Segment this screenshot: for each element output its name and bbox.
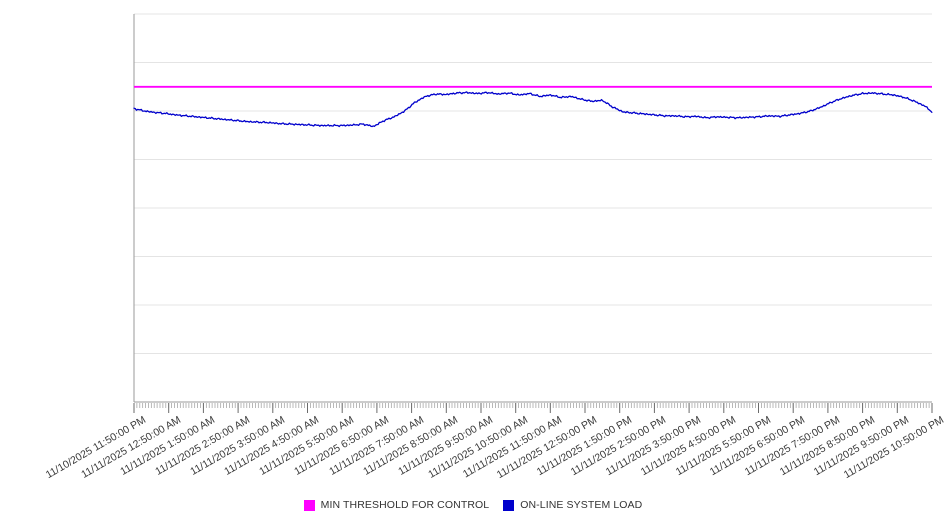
legend-label-min-threshold: MIN THRESHOLD FOR CONTROL [320, 499, 490, 511]
legend-item-system-load[interactable]: ON-LINE SYSTEM LOAD [503, 499, 642, 511]
x-axis-major-ticks [133, 403, 933, 413]
legend-swatch-magenta [303, 499, 315, 511]
legend-swatch-blue [503, 499, 515, 511]
chart-legend: MIN THRESHOLD FOR CONTROL ON-LINE SYSTEM… [0, 494, 946, 516]
x-axis-minor-ticks [133, 403, 930, 408]
legend-label-system-load: ON-LINE SYSTEM LOAD [520, 499, 643, 511]
legend-item-min-threshold[interactable]: MIN THRESHOLD FOR CONTROL [303, 499, 490, 511]
on-line-system-load-line [133, 91, 933, 128]
gridlines-group [134, 13, 932, 403]
axis-group [133, 14, 932, 403]
